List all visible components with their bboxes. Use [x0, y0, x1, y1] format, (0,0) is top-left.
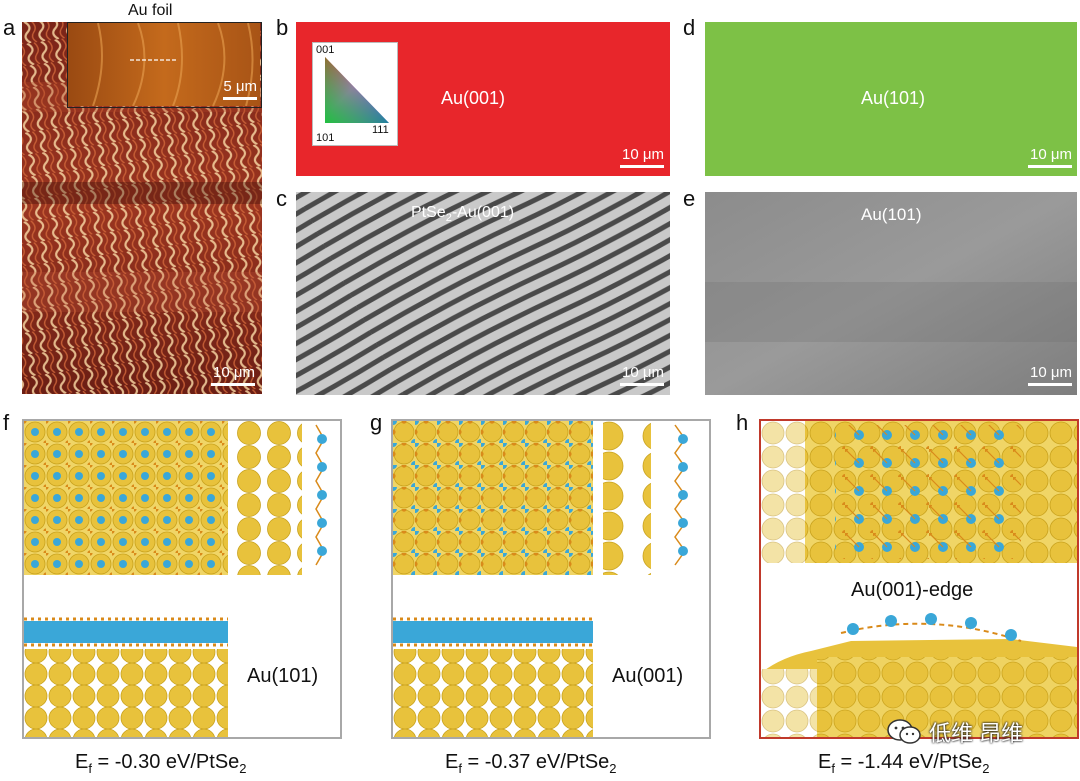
panel-f-ef-e: E — [75, 751, 89, 773]
panel-e-scale-label: 10 μm — [1030, 364, 1072, 381]
panel-g-label: Au(001) — [612, 665, 684, 687]
legend-101: 101 — [316, 132, 335, 144]
panel-letter-c: c — [276, 186, 287, 211]
panel-f-ef-sub2: 2 — [239, 761, 247, 776]
inset-title: Au foil — [128, 2, 173, 19]
panel-d-scale-bar: 10 μm — [1012, 146, 1072, 168]
panel-letter-d: d — [683, 15, 696, 40]
panel-c-scale-bar: 10 μm — [604, 364, 664, 386]
panel-letter-e: e — [683, 186, 696, 211]
panel-h-ef-value: = -1.44 eV/PtSe — [834, 751, 983, 773]
panel-e-scale-bar: 10 μm — [1012, 364, 1072, 386]
panel-c-scale-label: 10 μm — [622, 364, 664, 381]
legend-111: 111 — [372, 124, 389, 136]
panel-c-label-sub: 2 — [445, 212, 452, 225]
panel-h-ef-sub2: 2 — [982, 761, 990, 776]
panel-h-label: Au(001)-edge — [851, 579, 974, 601]
panel-letter-h: h — [736, 410, 749, 435]
panel-d-label: Au(101) — [861, 88, 926, 108]
panel-e-label: Au(101) — [861, 205, 922, 224]
panel-f-ef-value: = -0.30 eV/PtSe — [91, 751, 240, 773]
panel-c-label: PtSe2-Au(001) — [411, 204, 514, 224]
panel-d-scale-label: 10 μm — [1030, 146, 1072, 163]
inset-scale-bar: 5 μm — [205, 78, 257, 100]
panel-letter-f: f — [3, 410, 10, 435]
panel-h-frame — [759, 419, 1079, 739]
panel-g-frame — [391, 419, 711, 739]
panel-h-formation-energy: Ef = -1.44 eV/PtSe2 — [818, 751, 990, 776]
sem-au101 — [705, 192, 1077, 395]
panel-a-scale-label: 10 μm — [213, 364, 255, 381]
panel-letter-b: b — [276, 15, 289, 40]
panel-b-label: Au(001) — [441, 88, 506, 108]
panel-f-ef-sub: f — [88, 761, 92, 776]
wechat-icon — [887, 719, 921, 744]
panel-g-ef-value: = -0.37 eV/PtSe — [461, 751, 610, 773]
panel-f-label: Au(101) — [247, 665, 319, 687]
panel-g-ef-sub: f — [458, 761, 462, 776]
panel-a-scale-bar: 10 μm — [195, 364, 255, 386]
panel-g-formation-energy: Ef = -0.37 eV/PtSe2 — [445, 751, 617, 776]
watermark-text: 低维 昂维 — [929, 721, 1024, 746]
legend-001: 001 — [316, 44, 335, 56]
ebsd-map-au101 — [705, 22, 1077, 176]
afm-inset — [67, 22, 262, 108]
watermark: 低维 昂维 — [887, 716, 1023, 748]
panel-c-label-post: -Au(001) — [451, 204, 515, 221]
panel-letter-g: g — [370, 410, 383, 435]
inset-scale-label: 5 μm — [223, 78, 257, 95]
panel-h-ef-sub: f — [831, 761, 835, 776]
panel-letter-a: a — [3, 15, 16, 40]
panel-b-scale-bar: 10 μm — [604, 146, 664, 168]
panel-h-ef-e: E — [818, 751, 832, 773]
panel-f-frame — [22, 419, 342, 739]
panel-g-ef-sub2: 2 — [609, 761, 617, 776]
sem-ptse2-au001 — [296, 192, 670, 395]
panel-g-ef-e: E — [445, 751, 459, 773]
panel-f-formation-energy: Ef = -0.30 eV/PtSe2 — [75, 751, 247, 776]
panel-b-scale-label: 10 μm — [622, 146, 664, 163]
panel-c-label-pre: PtSe — [411, 204, 446, 221]
ipf-color-legend — [312, 42, 398, 146]
